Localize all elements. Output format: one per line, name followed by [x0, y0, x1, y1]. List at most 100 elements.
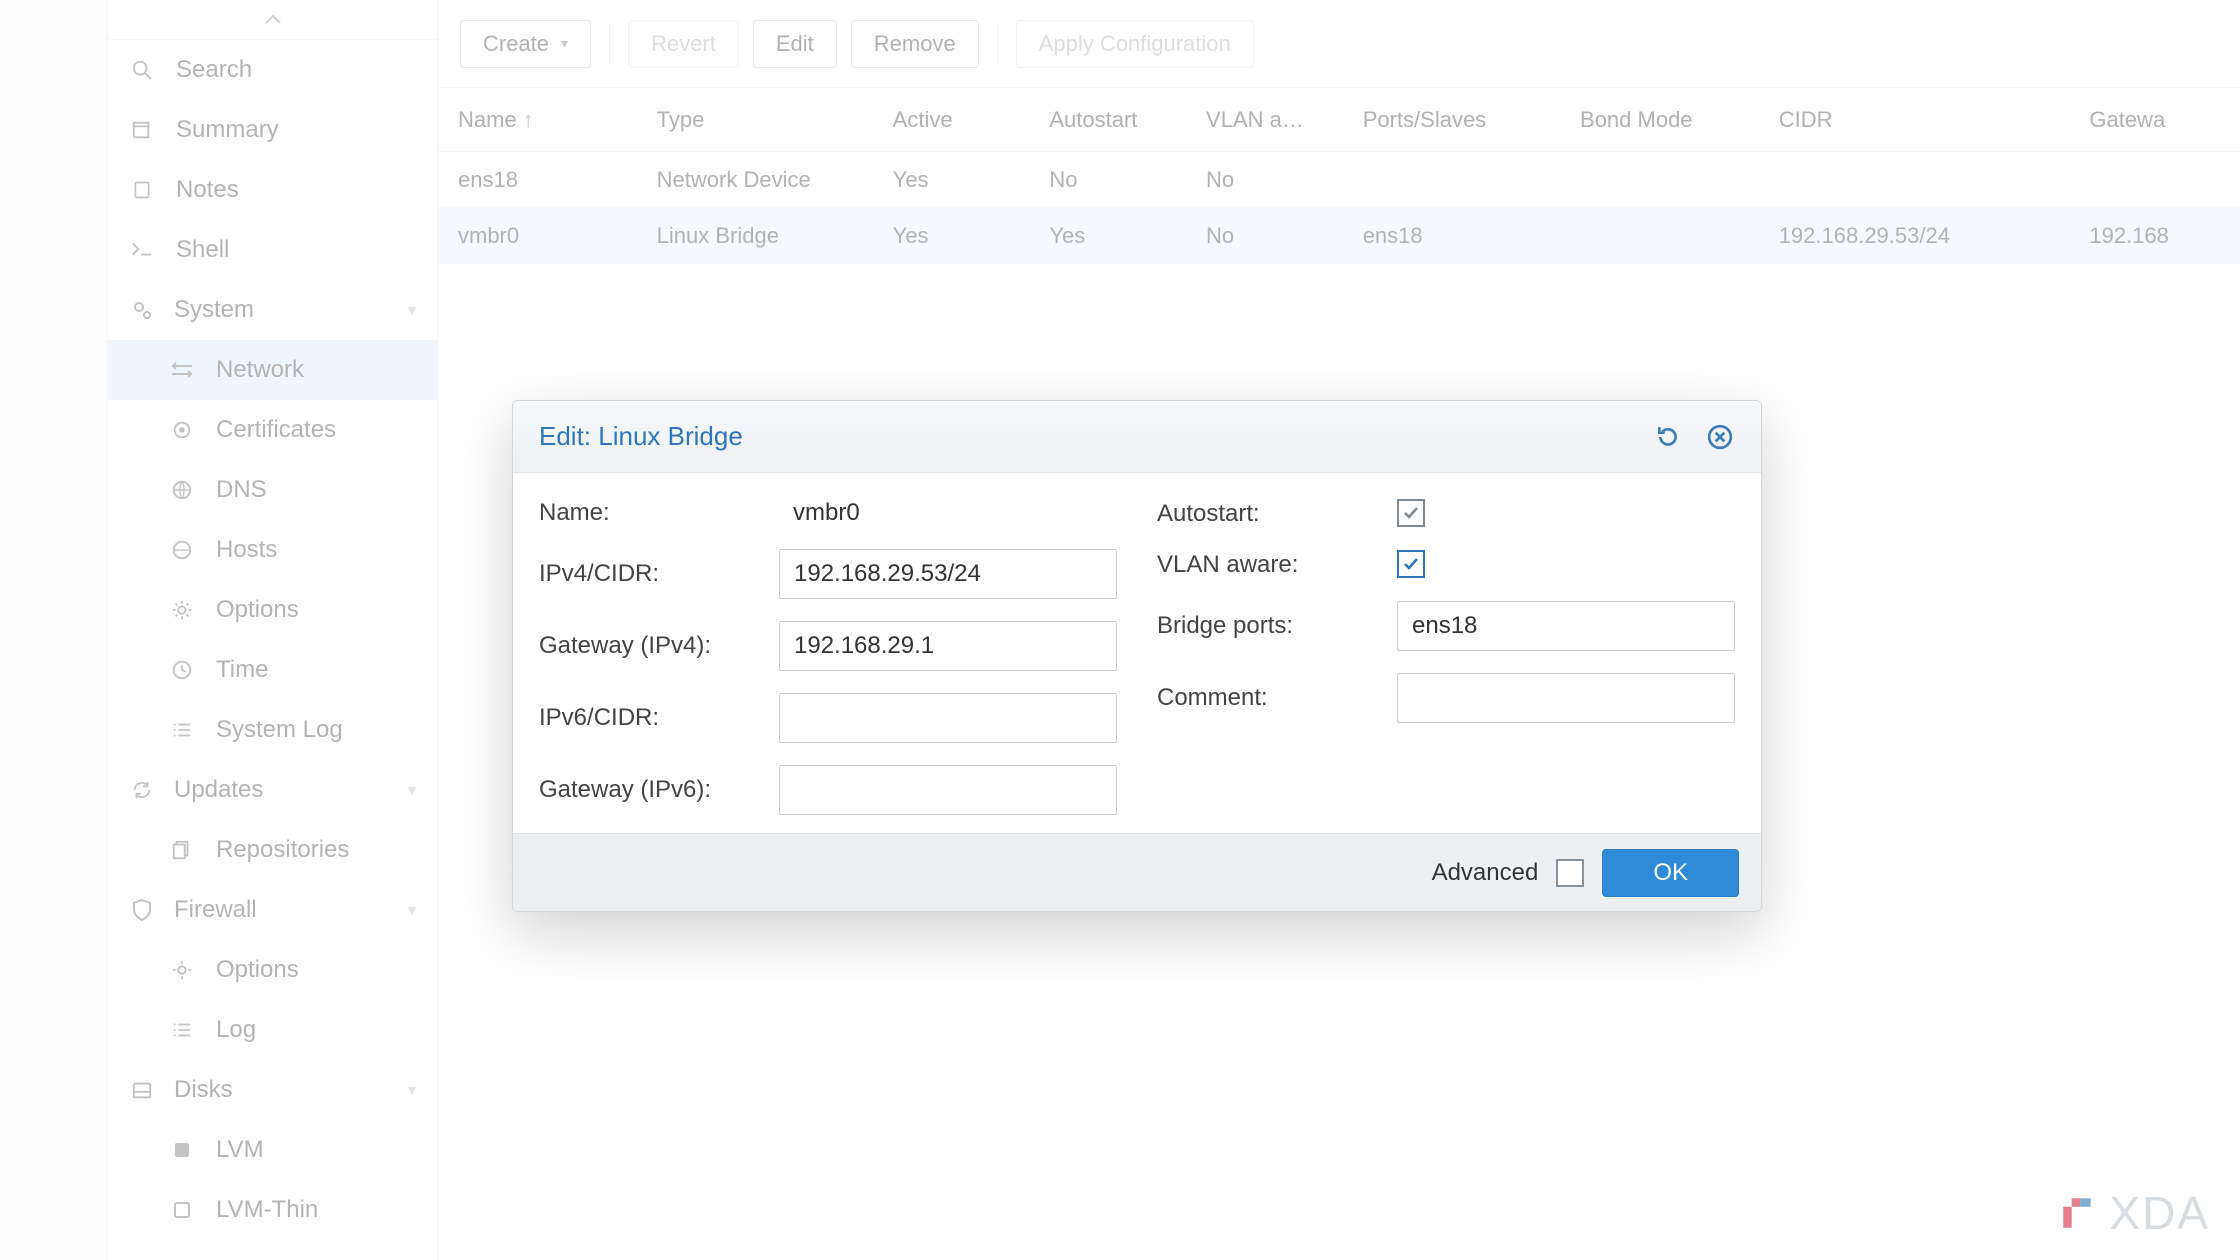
col-type[interactable]: Type — [637, 107, 873, 133]
reset-icon[interactable] — [1653, 422, 1683, 452]
sidebar-group-updates[interactable]: Updates ▼ — [108, 760, 437, 820]
table-cell: No — [1186, 167, 1343, 193]
label-ipv6: IPv6/CIDR: — [539, 704, 769, 732]
table-row[interactable]: ens18Network DeviceYesNoNo — [438, 152, 2240, 208]
shield-icon — [128, 898, 156, 922]
sidebar-item-label: Notes — [176, 176, 239, 204]
autostart-checkbox[interactable] — [1397, 499, 1425, 527]
sidebar-item-fw-options[interactable]: Options — [108, 940, 437, 1000]
col-ports[interactable]: Ports/Slaves — [1343, 107, 1560, 133]
sidebar-item-certificates[interactable]: Certificates — [108, 400, 437, 460]
sidebar-item-label: Shell — [176, 236, 229, 264]
sidebar-item-shell[interactable]: Shell — [108, 220, 437, 280]
sidebar-item-fw-log[interactable]: Log — [108, 1000, 437, 1060]
sidebar-item-systemlog[interactable]: System Log — [108, 700, 437, 760]
sidebar-group-firewall[interactable]: Firewall ▼ — [108, 880, 437, 940]
sidebar-item-label: Options — [216, 596, 299, 624]
label-name: Name: — [539, 499, 769, 527]
col-bond[interactable]: Bond Mode — [1560, 107, 1759, 133]
vlan-aware-checkbox[interactable] — [1397, 550, 1425, 578]
sidebar-collapse-chevron[interactable] — [108, 0, 437, 40]
table-cell: 192.168 — [2069, 223, 2240, 249]
col-name[interactable]: Name — [438, 107, 637, 133]
sidebar-item-label: System Log — [216, 716, 343, 744]
remove-button[interactable]: Remove — [851, 20, 979, 68]
table-cell: vmbr0 — [438, 223, 637, 249]
label-ipv4: IPv4/CIDR: — [539, 560, 769, 588]
modal-body: Name: vmbr0 IPv4/CIDR: Gateway (IPv4): I… — [513, 473, 1761, 833]
sidebar-item-options[interactable]: Options — [108, 580, 437, 640]
sidebar-item-lvmthin[interactable]: LVM-Thin — [108, 1180, 437, 1240]
sidebar-item-summary[interactable]: Summary — [108, 100, 437, 160]
apply-config-button[interactable]: Apply Configuration — [1016, 20, 1254, 68]
table-body: ens18Network DeviceYesNoNovmbr0Linux Bri… — [438, 152, 2240, 264]
toolbar-separator — [609, 22, 610, 66]
bridge-ports-input[interactable] — [1397, 601, 1735, 651]
modal-title: Edit: Linux Bridge — [539, 421, 743, 452]
advanced-checkbox[interactable] — [1556, 859, 1584, 887]
gateway6-input[interactable] — [779, 765, 1117, 815]
chevron-down-icon: ▼ — [405, 302, 419, 318]
network-icon — [168, 361, 196, 379]
table-cell: 192.168.29.53/24 — [1759, 223, 2070, 249]
table-cell: Network Device — [637, 167, 873, 193]
list-icon — [168, 721, 196, 739]
table-cell: No — [1029, 167, 1186, 193]
sidebar-item-network[interactable]: Network — [108, 340, 437, 400]
sidebar-item-label: Search — [176, 56, 252, 84]
table-cell: No — [1186, 223, 1343, 249]
ipv4-input[interactable] — [779, 549, 1117, 599]
clock-icon — [168, 659, 196, 681]
left-tree-rail — [0, 0, 108, 1260]
sidebar-group-disks[interactable]: Disks ▼ — [108, 1060, 437, 1120]
col-active[interactable]: Active — [873, 107, 1030, 133]
sidebar-item-time[interactable]: Time — [108, 640, 437, 700]
gear-icon — [168, 599, 196, 621]
table-cell: ens18 — [438, 167, 637, 193]
col-autostart[interactable]: Autostart — [1029, 107, 1186, 133]
comment-input[interactable] — [1397, 673, 1735, 723]
col-vlan[interactable]: VLAN a… — [1186, 107, 1343, 133]
sidebar-item-hosts[interactable]: Hosts — [108, 520, 437, 580]
table-cell: Yes — [873, 167, 1030, 193]
sidebar-group-system[interactable]: System ▼ — [108, 280, 437, 340]
toolbar-separator — [997, 22, 998, 66]
modal-titlebar: Edit: Linux Bridge — [513, 401, 1761, 473]
sidebar-item-lvm[interactable]: LVM — [108, 1120, 437, 1180]
chevron-down-icon: ▼ — [405, 902, 419, 918]
revert-button[interactable]: Revert — [628, 20, 739, 68]
table-row[interactable]: vmbr0Linux BridgeYesYesNoens18192.168.29… — [438, 208, 2240, 264]
label-ports: Bridge ports: — [1157, 612, 1387, 640]
table-cell: Yes — [1029, 223, 1186, 249]
create-button[interactable]: Create — [460, 20, 591, 68]
square-outline-icon — [168, 1201, 196, 1219]
sidebar-item-label: Hosts — [216, 536, 277, 564]
label-vlan: VLAN aware: — [1157, 551, 1387, 579]
col-cidr[interactable]: CIDR — [1759, 107, 2070, 133]
advanced-label: Advanced — [1432, 859, 1539, 887]
gears-icon — [128, 298, 156, 322]
sidebar-item-dns[interactable]: DNS — [108, 460, 437, 520]
gateway4-input[interactable] — [779, 621, 1117, 671]
label-comment: Comment: — [1157, 684, 1387, 712]
sidebar-group-label: Disks — [174, 1076, 233, 1104]
table-cell: ens18 — [1343, 223, 1560, 249]
ipv6-input[interactable] — [779, 693, 1117, 743]
close-icon[interactable] — [1705, 422, 1735, 452]
sidebar-item-label: DNS — [216, 476, 267, 504]
watermark: XDA — [2057, 1186, 2210, 1240]
ok-button[interactable]: OK — [1602, 849, 1739, 897]
sidebar-group-label: Firewall — [174, 896, 257, 924]
book-icon — [128, 119, 156, 141]
sidebar-item-notes[interactable]: Notes — [108, 160, 437, 220]
sidebar-group-label: Updates — [174, 776, 263, 804]
sidebar-item-search[interactable]: Search — [108, 40, 437, 100]
edit-button[interactable]: Edit — [753, 20, 837, 68]
chevron-down-icon: ▼ — [405, 1082, 419, 1098]
sidebar-item-label: LVM-Thin — [216, 1196, 318, 1224]
sidebar-item-repositories[interactable]: Repositories — [108, 820, 437, 880]
col-gateway[interactable]: Gatewa — [2069, 107, 2240, 133]
edit-bridge-modal: Edit: Linux Bridge Name: vmbr0 IPv4/CIDR… — [512, 400, 1762, 912]
search-icon — [128, 59, 156, 81]
sidebar-item-label-network: Network — [216, 356, 304, 384]
